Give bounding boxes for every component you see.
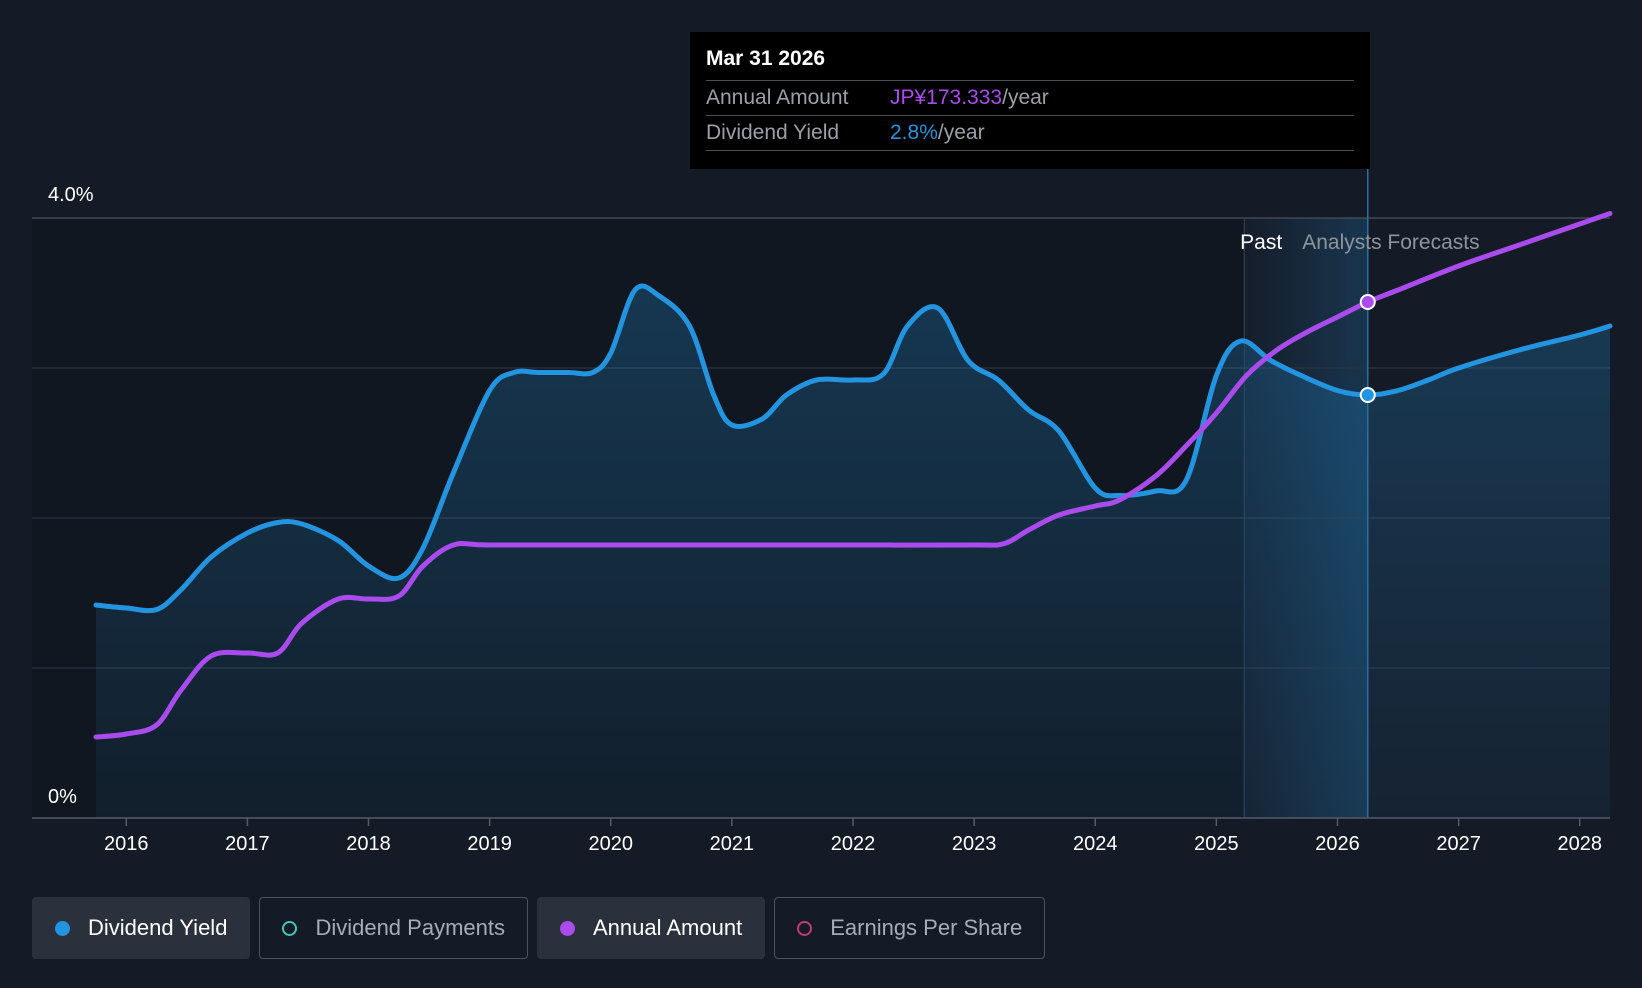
x-tick-label: 2019 xyxy=(467,833,512,855)
tooltip-row-dividend-yield: Dividend Yield 2.8% /year xyxy=(706,115,1354,151)
tooltip-value: JP¥173.333 xyxy=(890,86,1003,109)
x-tick-label: 2022 xyxy=(831,833,876,855)
legend-earnings-per-share-button[interactable]: Earnings Per Share xyxy=(774,897,1046,959)
x-tick-label: 2018 xyxy=(346,833,391,855)
x-tick-label: 2027 xyxy=(1436,833,1481,855)
tooltip-row-annual-amount: Annual Amount JP¥173.333 /year xyxy=(706,80,1354,115)
legend-label: Earnings Per Share xyxy=(830,915,1023,940)
hollow-dot-icon xyxy=(797,920,813,936)
x-tick-label: 2021 xyxy=(710,833,755,855)
legend-dividend-yield-button[interactable]: Dividend Yield xyxy=(32,897,251,959)
annual-amount-line xyxy=(93,211,1613,740)
x-tick-label: 2028 xyxy=(1557,833,1602,855)
legend-label: Dividend Payments xyxy=(315,915,505,940)
tooltip-date: Mar 31 2026 xyxy=(706,47,826,70)
legend-label: Annual Amount xyxy=(592,915,743,940)
legend: Dividend Yield Dividend Payments Annual … xyxy=(32,897,1046,959)
filled-dot-icon xyxy=(55,920,70,936)
analysts-forecasts-label: Analysts Forecasts xyxy=(1302,231,1479,254)
tooltip-unit: /year xyxy=(937,121,985,144)
legend-dividend-payments-button[interactable]: Dividend Payments xyxy=(259,897,528,959)
tooltip-value: 2.8% xyxy=(890,121,938,144)
tooltip-label: Dividend Yield xyxy=(706,121,840,144)
y-axis-label-top: 4.0% xyxy=(48,184,94,206)
x-tick-label: 2026 xyxy=(1315,833,1360,855)
x-tick-label: 2023 xyxy=(952,833,997,855)
tooltip-unit: /year xyxy=(1002,86,1049,109)
past-label: Past xyxy=(1240,231,1282,254)
dividend-yield-highlight-point[interactable] xyxy=(1359,387,1376,403)
x-tick-label: 2024 xyxy=(1073,833,1118,855)
tooltip: Mar 31 2026 Annual Amount JP¥173.333 /ye… xyxy=(690,32,1370,169)
legend-label: Dividend Yield xyxy=(88,915,228,940)
x-axis-ticks: 2016 2017 2018 2019 2020 2021 2022 2023 2024 2025… xyxy=(104,818,1602,855)
x-tick-label: 2025 xyxy=(1194,833,1239,855)
annual-amount-highlight-point[interactable] xyxy=(1359,294,1376,310)
x-tick-label: 2020 xyxy=(589,833,634,855)
legend-annual-amount-button[interactable]: Annual Amount xyxy=(536,897,766,959)
dividend-chart: 2016 2017 2018 2019 2020 2021 2022 2023 2024 2025… xyxy=(32,168,1613,855)
tooltip-label: Annual Amount xyxy=(706,86,849,109)
hollow-dot-icon xyxy=(282,920,298,936)
y-axis-label-bottom: 0% xyxy=(48,786,77,808)
dividend-yield-line xyxy=(93,283,1613,614)
x-tick-label: 2016 xyxy=(104,833,149,855)
dividend-yield-area xyxy=(96,285,1610,818)
filled-dot-icon xyxy=(559,920,575,936)
x-tick-label: 2017 xyxy=(225,833,270,855)
